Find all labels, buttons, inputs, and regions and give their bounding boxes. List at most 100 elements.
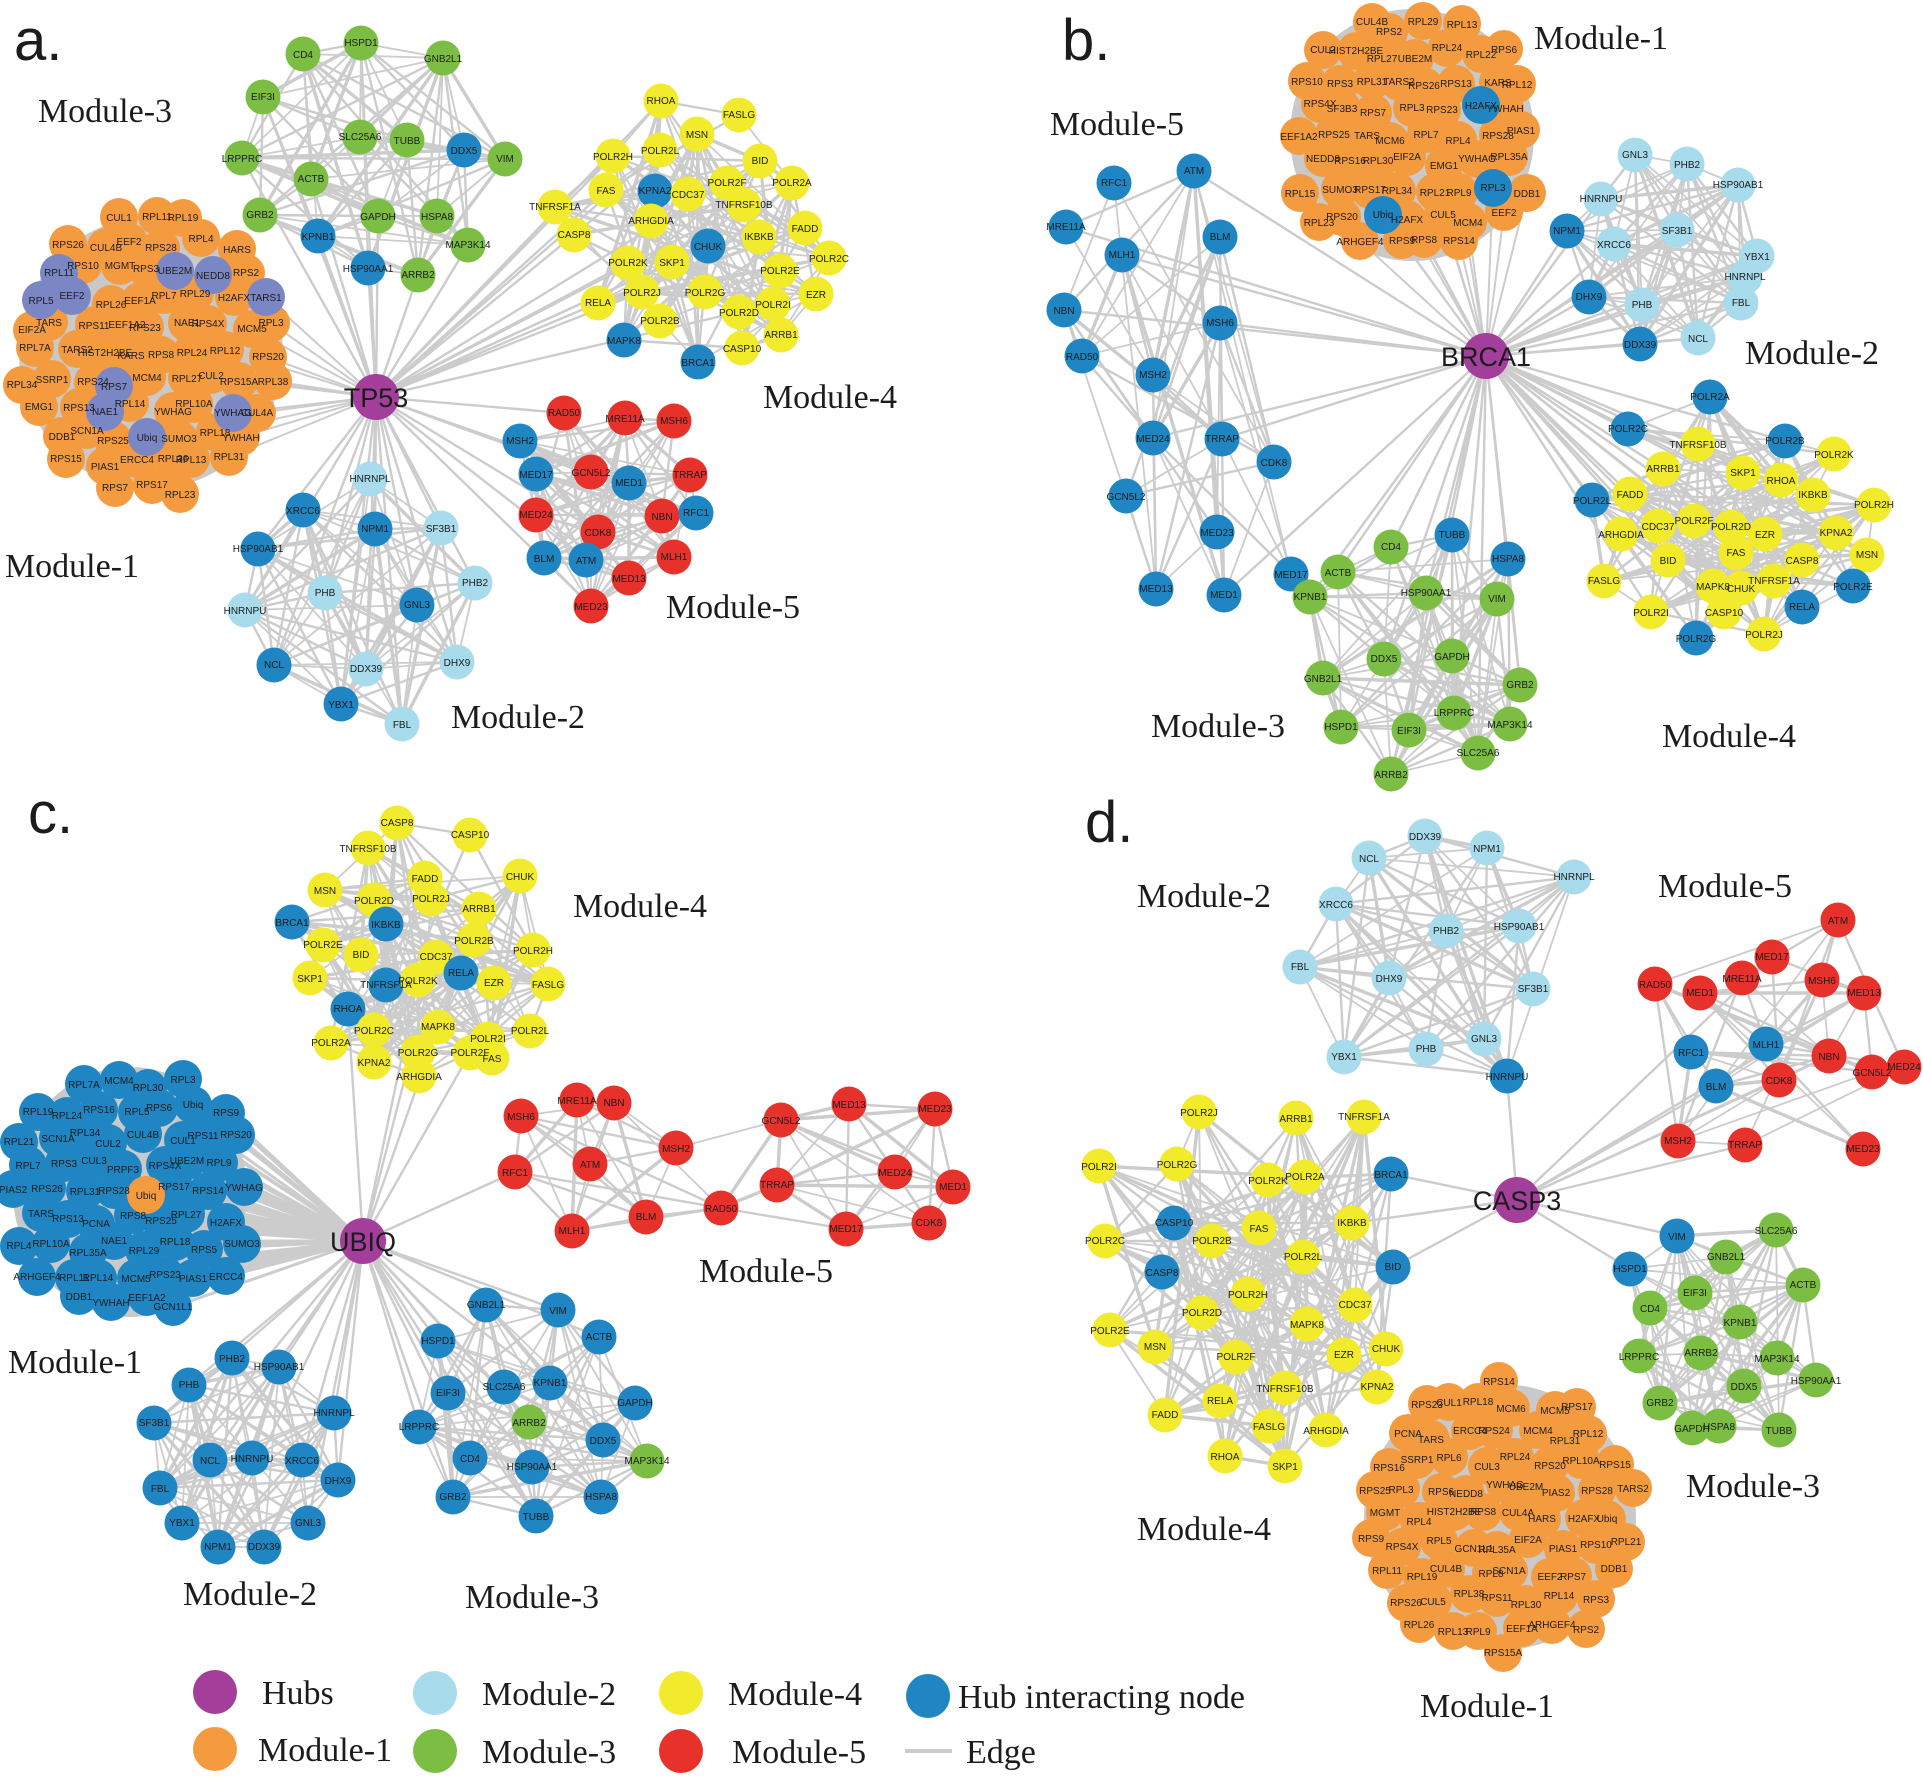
svg-text:POLR2G: POLR2G (1676, 634, 1717, 645)
svg-text:POLR2L: POLR2L (641, 146, 680, 157)
svg-text:RPS8: RPS8 (120, 1211, 147, 1222)
svg-text:Ubiq: Ubiq (183, 1100, 204, 1111)
svg-text:CHUK: CHUK (1372, 1344, 1401, 1355)
svg-text:SLC25A6: SLC25A6 (339, 132, 382, 143)
svg-text:PHB2: PHB2 (1674, 160, 1701, 171)
svg-text:RPS10: RPS10 (1291, 77, 1323, 88)
svg-text:CASP10: CASP10 (723, 344, 762, 355)
svg-text:RPL12: RPL12 (1502, 80, 1533, 91)
svg-text:RPL8: RPL8 (1478, 1569, 1503, 1580)
svg-text:HNRNPL: HNRNPL (313, 1408, 355, 1419)
svg-text:RPS17: RPS17 (1561, 1402, 1593, 1413)
svg-text:NPM1: NPM1 (204, 1542, 232, 1553)
svg-text:ERCC4: ERCC4 (1453, 1426, 1487, 1437)
svg-text:PHB: PHB (315, 588, 336, 599)
svg-text:KPNB1: KPNB1 (534, 1378, 567, 1389)
svg-text:RHOA: RHOA (334, 1004, 363, 1015)
svg-text:POLR2F: POLR2F (451, 1048, 490, 1059)
svg-text:PHB2: PHB2 (462, 578, 489, 589)
svg-text:RPS7: RPS7 (102, 483, 129, 494)
svg-text:SF3B3: SF3B3 (1327, 104, 1358, 115)
svg-text:DDB1: DDB1 (1601, 1564, 1628, 1575)
svg-text:RPS23: RPS23 (129, 323, 161, 334)
svg-text:NEDD8: NEDD8 (1449, 1489, 1483, 1500)
svg-text:VIM: VIM (496, 154, 514, 165)
svg-text:RPS4X: RPS4X (192, 319, 225, 330)
svg-text:RELA: RELA (1207, 1396, 1233, 1407)
svg-text:RPS17: RPS17 (136, 480, 168, 491)
svg-text:NPM1: NPM1 (361, 524, 389, 535)
svg-text:CUL3: CUL3 (1474, 1462, 1500, 1473)
svg-text:DDX39: DDX39 (1409, 832, 1442, 843)
svg-text:Module-5: Module-5 (1050, 106, 1184, 143)
svg-text:MCM5: MCM5 (121, 1274, 151, 1285)
svg-text:TNFRSF1A: TNFRSF1A (1338, 1112, 1390, 1123)
svg-text:FAS: FAS (597, 186, 616, 197)
svg-text:FBL: FBL (151, 1484, 170, 1495)
svg-text:KARS: KARS (1484, 78, 1512, 89)
svg-text:RPL30: RPL30 (1511, 1600, 1542, 1611)
svg-text:RPS7: RPS7 (1560, 1572, 1587, 1583)
svg-text:MGMT: MGMT (105, 261, 136, 272)
svg-text:HNRNPU: HNRNPU (1486, 1072, 1529, 1083)
svg-text:POLR2J: POLR2J (1180, 1108, 1218, 1119)
svg-text:POLR2K: POLR2K (1814, 450, 1854, 461)
svg-text:RPL31: RPL31 (214, 452, 245, 463)
svg-text:MED1: MED1 (939, 1182, 967, 1193)
svg-text:MSN: MSN (1856, 550, 1878, 561)
svg-text:RPL26: RPL26 (1404, 1620, 1435, 1631)
svg-text:CD4: CD4 (1381, 542, 1401, 553)
svg-text:SF3B1: SF3B1 (1518, 984, 1549, 995)
svg-text:SF3B1: SF3B1 (426, 524, 457, 535)
svg-text:POLR2A: POLR2A (1690, 392, 1730, 403)
svg-text:IKBKB: IKBKB (371, 920, 401, 931)
svg-text:NBN: NBN (1053, 306, 1074, 317)
svg-text:H2AFX: H2AFX (1568, 1514, 1601, 1525)
svg-text:CASP3: CASP3 (1473, 1186, 1562, 1216)
svg-text:HSP90AB1: HSP90AB1 (1713, 180, 1764, 191)
svg-text:RPL9: RPL9 (1465, 1627, 1490, 1638)
svg-text:RPS4X: RPS4X (149, 1161, 182, 1172)
svg-text:TRRAP: TRRAP (673, 470, 707, 481)
svg-text:MRE11A: MRE11A (1722, 974, 1762, 985)
svg-text:Ubiq: Ubiq (1597, 1514, 1618, 1525)
svg-text:TRRAP: TRRAP (1728, 1140, 1762, 1151)
svg-text:CUL4B: CUL4B (1430, 1564, 1463, 1575)
svg-text:RPS28: RPS28 (98, 1186, 130, 1197)
svg-text:ARHGDIA: ARHGDIA (1303, 1426, 1349, 1437)
svg-text:RPL3: RPL3 (1399, 103, 1424, 114)
svg-text:RPL9: RPL9 (1446, 188, 1471, 199)
svg-text:SSRP1: SSRP1 (36, 375, 69, 386)
svg-text:RPS23: RPS23 (1411, 1400, 1443, 1411)
svg-text:KPNB1: KPNB1 (1294, 592, 1327, 603)
svg-text:CDK8: CDK8 (585, 528, 612, 539)
svg-text:ARRB1: ARRB1 (1646, 464, 1680, 475)
svg-text:CUL2: CUL2 (95, 1139, 121, 1150)
svg-text:Ubiq: Ubiq (1373, 210, 1394, 221)
svg-text:RPS5: RPS5 (191, 1245, 218, 1256)
svg-text:ARRB1: ARRB1 (764, 330, 798, 341)
svg-text:ATM: ATM (576, 556, 596, 567)
svg-text:RPS24: RPS24 (77, 377, 109, 388)
svg-text:RPS16: RPS16 (83, 1105, 115, 1116)
svg-text:ATM: ATM (1184, 166, 1204, 177)
svg-text:RPL11: RPL11 (59, 1273, 89, 1284)
svg-text:FBL: FBL (393, 720, 412, 731)
svg-text:YBX1: YBX1 (1744, 252, 1770, 263)
svg-text:RPL29: RPL29 (129, 1246, 160, 1257)
svg-text:POLR2H: POLR2H (513, 946, 553, 957)
svg-text:RPS20: RPS20 (1326, 212, 1358, 223)
svg-text:KPNA2: KPNA2 (639, 186, 672, 197)
svg-text:MCM5: MCM5 (1540, 1406, 1570, 1417)
svg-text:EIF3I: EIF3I (436, 1388, 460, 1399)
svg-text:PCNA: PCNA (1394, 1429, 1422, 1440)
svg-text:RPL34: RPL34 (70, 1128, 101, 1139)
svg-text:EIF2A: EIF2A (18, 325, 46, 336)
svg-text:BRCA1: BRCA1 (1374, 1170, 1408, 1181)
svg-text:HNRNPU: HNRNPU (224, 606, 267, 617)
svg-text:RPL24: RPL24 (1432, 43, 1463, 54)
svg-text:GCN5L2: GCN5L2 (762, 1116, 801, 1127)
svg-text:UBE2M: UBE2M (1509, 1482, 1543, 1493)
svg-text:CASP10: CASP10 (451, 830, 490, 841)
svg-text:RPL18: RPL18 (200, 428, 231, 439)
